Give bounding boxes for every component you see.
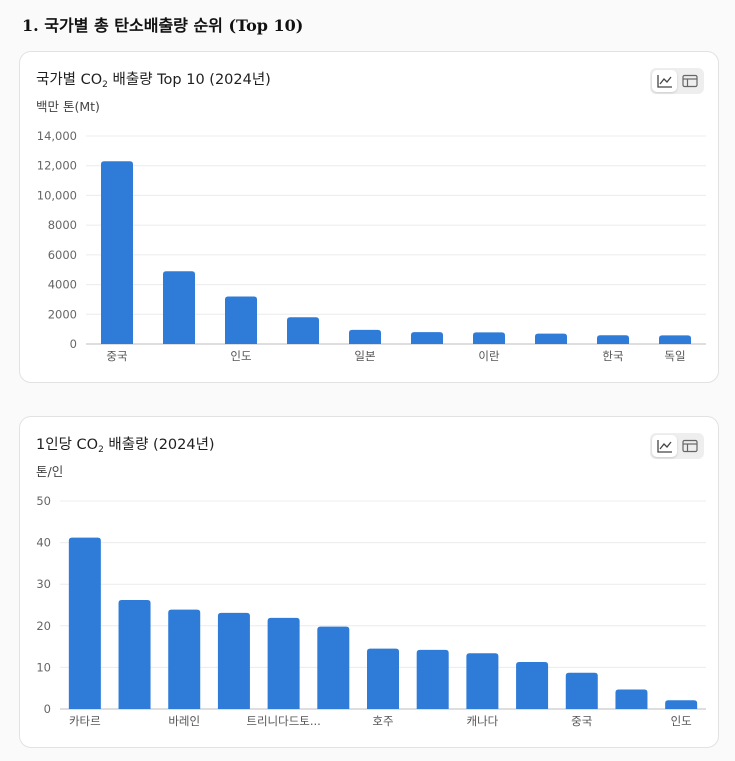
bar — [535, 333, 567, 344]
x-tick-label: 이란 — [478, 349, 500, 363]
chart-title: 1인당 CO2 배출량 (2024년) — [36, 437, 215, 455]
x-tick-label: 캐나다 — [467, 714, 499, 728]
y-tick-label: 0 — [44, 702, 51, 716]
y-tick-label: 0 — [70, 337, 77, 351]
bar-chart-per-capita: 0 10 20 30 40 50 카타르 바레인 트리니다드토... 호주 캐나다 중국 인도 — [36, 494, 706, 728]
y-tick-label: 8000 — [48, 218, 77, 232]
y-tick-label: 4000 — [48, 278, 77, 292]
bar — [597, 335, 629, 344]
bar — [317, 626, 350, 709]
bar — [163, 271, 195, 344]
y-tick-label: 14,000 — [37, 129, 77, 143]
table-icon[interactable] — [677, 70, 702, 92]
y-tick-label: 50 — [36, 494, 51, 508]
table-icon[interactable] — [677, 435, 702, 457]
bar — [225, 296, 257, 344]
bar — [615, 689, 648, 709]
x-tick-label: 카타르 — [69, 714, 101, 728]
y-tick-label: 10,000 — [37, 188, 77, 202]
bar — [416, 649, 449, 709]
x-tick-label: 중국 — [106, 349, 127, 363]
y-tick-label: 2000 — [48, 307, 77, 321]
bar — [466, 653, 499, 709]
y-tick-label: 40 — [36, 536, 51, 550]
view-toggle — [650, 433, 704, 459]
chart-card-per-capita: 1인당 CO2 배출량 (2024년) 톤/인 0 10 20 30 40 50 카타르 바레… — [19, 416, 719, 748]
y-tick-label: 20 — [36, 619, 51, 633]
bar — [217, 612, 250, 709]
x-tick-label: 인도 — [671, 714, 692, 728]
bar — [411, 332, 443, 344]
y-tick-label: 30 — [36, 577, 51, 591]
bar — [267, 617, 300, 709]
x-tick-label: 일본 — [354, 349, 375, 363]
y-tick-label: 12,000 — [37, 159, 77, 173]
x-tick-label: 바레인 — [168, 714, 200, 728]
x-tick-label: 트리니다드토... — [246, 714, 320, 728]
bar — [473, 332, 505, 344]
line-chart-icon[interactable] — [652, 70, 677, 92]
bar — [565, 672, 598, 709]
x-tick-label: 독일 — [664, 349, 685, 363]
y-axis-unit: 톤/인 — [36, 464, 64, 479]
bar — [659, 335, 691, 344]
line-chart-icon[interactable] — [652, 435, 677, 457]
bar — [118, 600, 151, 709]
bar-chart-total: 0 2000 4000 6000 8000 10,000 12,000 14,000 중국 인도 일… — [37, 129, 706, 363]
y-axis-unit: 백만 톤(Mt) — [36, 99, 100, 114]
bar — [168, 609, 201, 709]
x-tick-label: 한국 — [602, 349, 623, 363]
chart-card-total: 국가별 CO2 배출량 Top 10 (2024년) 백만 톤(Mt) 0 200… — [19, 51, 719, 383]
bar — [367, 648, 399, 709]
bar — [101, 161, 133, 344]
y-tick-label: 10 — [36, 660, 51, 674]
x-tick-label: 호주 — [372, 714, 393, 728]
x-tick-label: 인도 — [230, 349, 251, 363]
bar — [349, 329, 381, 344]
bar — [68, 537, 101, 709]
x-tick-label: 중국 — [571, 714, 592, 728]
bar — [665, 700, 698, 709]
bar — [287, 317, 319, 344]
view-toggle — [650, 68, 704, 94]
bar — [516, 661, 549, 709]
section-title: 1. 국가별 총 탄소배출량 순위 (Top 10) — [22, 16, 304, 35]
y-tick-label: 6000 — [48, 248, 77, 262]
chart-title: 국가별 CO2 배출량 Top 10 (2024년) — [36, 72, 271, 90]
